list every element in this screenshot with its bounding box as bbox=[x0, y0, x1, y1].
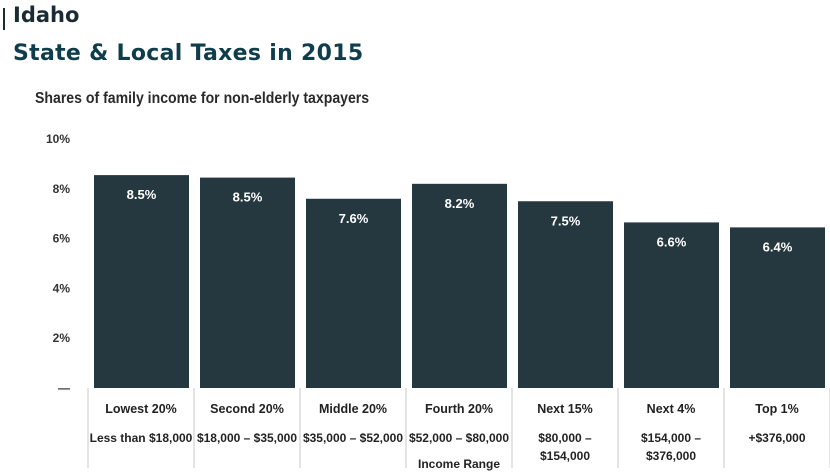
y-axis: — 2% 4% 6% 8% 10% bbox=[46, 132, 70, 395]
y-tick-label: — bbox=[58, 381, 70, 395]
y-tick-label: 10% bbox=[46, 132, 70, 146]
category-label: Lowest 20% bbox=[105, 402, 177, 416]
y-tick-label: 6% bbox=[53, 232, 71, 246]
income-range-label: $35,000 – $52,000 bbox=[303, 431, 403, 445]
page-title: State & Local Taxes in 2015 bbox=[13, 41, 364, 66]
bar bbox=[200, 177, 295, 388]
bar-value-label: 7.5% bbox=[551, 213, 581, 228]
income-range-label: $154,000 – bbox=[641, 431, 701, 445]
category-label: Next 4% bbox=[647, 402, 696, 416]
y-tick-label: 4% bbox=[53, 281, 71, 295]
bar-value-label: 8.5% bbox=[127, 187, 157, 202]
category-label: Next 15% bbox=[537, 402, 593, 416]
bar-value-label: 6.4% bbox=[763, 239, 793, 254]
chart-subtitle: Shares of family income for non-elderly … bbox=[35, 90, 370, 107]
state-name: Idaho bbox=[13, 3, 80, 27]
bar-value-label: 7.6% bbox=[339, 211, 369, 226]
category-label: Fourth 20% bbox=[425, 402, 493, 416]
state-accent-bar bbox=[3, 8, 5, 30]
income-range-label: +$376,000 bbox=[748, 431, 805, 445]
bars: 8.5% 8.5% 7.6% 8.2% 7.5% 6.6% 6.4% bbox=[94, 175, 825, 388]
bar-value-label: 8.2% bbox=[445, 196, 475, 211]
y-tick-label: 2% bbox=[53, 331, 71, 345]
income-range-label: Less than $18,000 bbox=[90, 431, 193, 445]
income-range-label: $154,000 bbox=[540, 449, 590, 463]
x-axis: Lowest 20% Less than $18,000 Second 20% $18… bbox=[87, 388, 830, 471]
income-range-label: $80,000 – bbox=[538, 431, 592, 445]
x-axis-title: Income Range bbox=[418, 457, 500, 471]
bar-value-label: 6.6% bbox=[657, 234, 687, 249]
category-label: Middle 20% bbox=[319, 402, 387, 416]
income-range-label: $52,000 – $80,000 bbox=[409, 431, 509, 445]
bar-value-label: 8.5% bbox=[233, 190, 263, 205]
bar bbox=[730, 227, 825, 388]
income-range-label: $18,000 – $35,000 bbox=[197, 431, 297, 445]
bar bbox=[624, 222, 719, 388]
y-tick-label: 8% bbox=[53, 182, 71, 196]
bar bbox=[306, 198, 401, 388]
bar bbox=[518, 201, 613, 388]
category-label: Second 20% bbox=[210, 402, 284, 416]
category-label: Top 1% bbox=[755, 402, 799, 416]
income-range-label: $376,000 bbox=[646, 449, 696, 463]
bar bbox=[412, 183, 507, 388]
bar bbox=[94, 175, 189, 388]
